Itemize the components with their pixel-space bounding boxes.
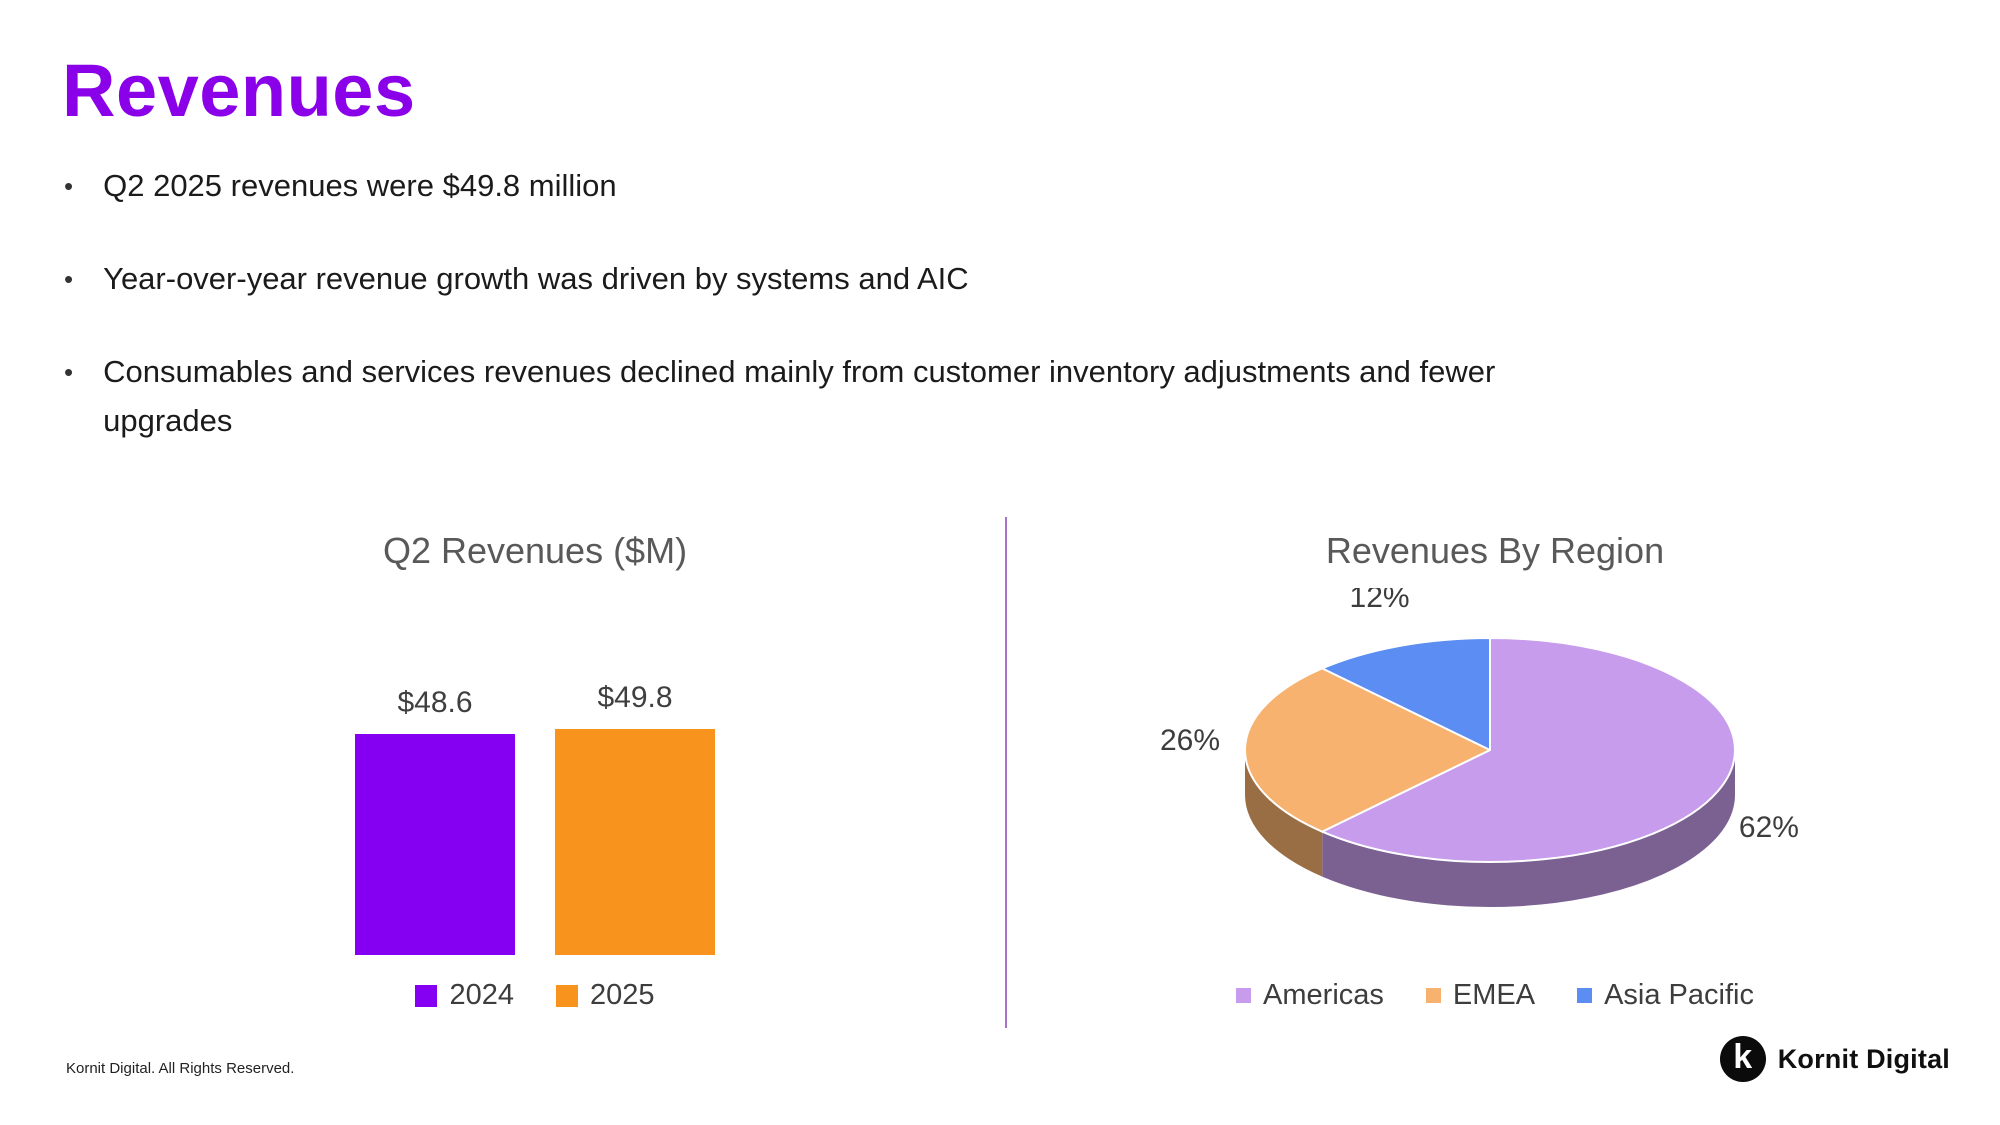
bar-chart-bars: $48.6 $49.8 [270, 625, 800, 955]
legend-label: EMEA [1452, 979, 1536, 1011]
kornit-logo-text: Kornit Digital [1777, 1043, 1950, 1074]
bar-2024 [355, 734, 515, 955]
bullet-text: Q2 2025 revenues were $49.8 million [103, 168, 617, 203]
pie-percent-label-asia-pacific: 12% [1350, 588, 1410, 614]
bar-2025 [555, 729, 715, 955]
bullet-text: Consumables and services revenues declin… [103, 353, 1496, 438]
bar-column-2025: $49.8 [555, 681, 715, 955]
pie-slice-americas [1321, 637, 1736, 863]
legend-label: 2024 [449, 979, 514, 1011]
legend-swatch [556, 984, 578, 1007]
bullet-marker: • [64, 356, 74, 387]
legend-swatch [1425, 988, 1441, 1003]
legend-item-2024: 2024 [415, 979, 514, 1012]
legend-item-americas: Americas [1236, 979, 1384, 1012]
bullet-item: • Consumables and services revenues decl… [64, 348, 1624, 446]
bar-value-label: $48.6 [397, 686, 473, 719]
legend-item-asia-pacific: Asia Pacific [1577, 979, 1754, 1012]
legend-swatch [415, 984, 438, 1007]
bullet-text: Year-over-year revenue growth was driven… [103, 260, 969, 296]
pie-percent-label-americas: 62% [1739, 811, 1799, 844]
pie-slice-side-emea [1245, 750, 1323, 877]
pie-slice-asia-pacific [1321, 637, 1491, 751]
pie-chart-title: Revenues By Region [1325, 530, 1665, 571]
bullet-marker: • [64, 263, 74, 294]
charts-divider [1005, 517, 1007, 1028]
pie-chart-legend: Americas EMEA Asia Pacific [1150, 979, 1840, 1012]
legend-label: Americas [1263, 979, 1384, 1011]
kornit-logo-icon: k [1719, 1036, 1766, 1082]
bar-chart-title: Q2 Revenues ($M) [382, 530, 688, 571]
bullet-list: • Q2 2025 revenues were $49.8 million • … [64, 162, 1624, 490]
copyright: Kornit Digital. All Rights Reserved. [66, 1060, 295, 1077]
pie-slice-emea [1244, 667, 1491, 833]
bar-chart-legend: 2024 2025 [270, 979, 800, 1012]
legend-item-2025: 2025 [556, 979, 655, 1012]
pie-chart: Revenues By Region 62% 26% 12% Americas EME… [1150, 530, 1840, 1030]
bar-chart: Q2 Revenues ($M) $48.6 $49.8 2024 2025 [270, 530, 800, 1030]
legend-item-emea: EMEA [1425, 979, 1536, 1012]
legend-label: 2025 [590, 979, 655, 1011]
page-title: Revenues [62, 49, 416, 132]
bullet-item: • Year-over-year revenue growth was driv… [64, 255, 1624, 304]
bar-column-2024: $48.6 [355, 686, 515, 955]
pie-slice-side-americas [1322, 750, 1735, 907]
legend-swatch [1236, 988, 1252, 1003]
kornit-logo: k Kornit Digital [1719, 1036, 1950, 1082]
legend-label: Asia Pacific [1604, 979, 1754, 1011]
pie-svg: 62% 26% 12% [1160, 588, 1799, 907]
legend-swatch [1577, 988, 1593, 1003]
bullet-marker: • [64, 171, 74, 201]
bullet-item: • Q2 2025 revenues were $49.8 million [64, 162, 1624, 211]
pie-percent-label-emea: 26% [1160, 724, 1220, 757]
bar-value-label: $49.8 [597, 681, 673, 714]
